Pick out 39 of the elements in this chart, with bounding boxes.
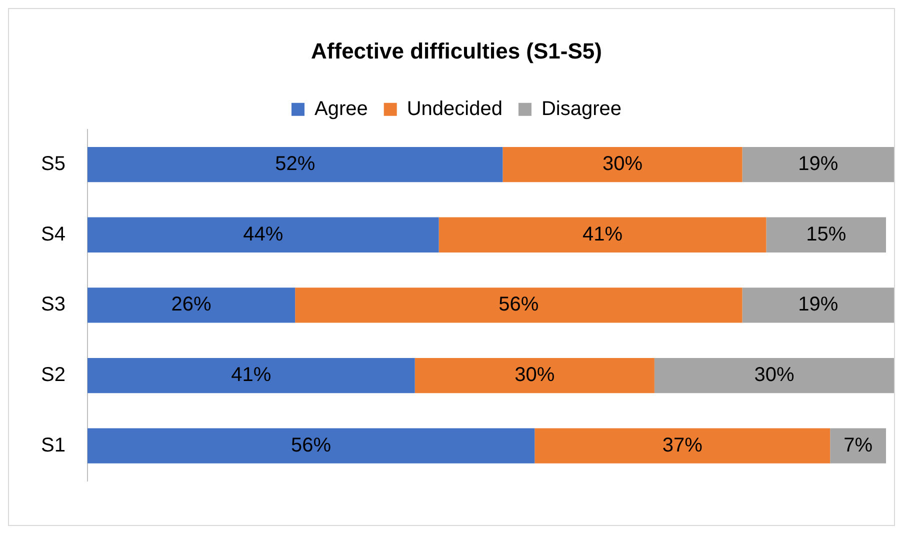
y-tick-label: S2 [40,364,66,386]
y-tick-label: S1 [40,434,66,456]
bar [742,288,894,323]
data-label: 30% [602,153,643,176]
bar [87,288,296,323]
legend-label: Undecided [406,98,502,120]
y-tick-label: S3 [40,294,66,316]
data-label: 30% [514,364,555,386]
data-label: 44% [243,223,284,246]
data-label: 37% [662,434,703,456]
bar [87,146,503,182]
bar [87,428,535,464]
bar [742,146,894,182]
data-label: 19% [798,153,838,176]
data-label: 41% [231,364,272,386]
data-label: 7% [844,434,873,456]
bar [502,146,742,182]
data-label: 19% [798,294,838,316]
bar [830,428,886,464]
data-label: 30% [754,364,794,386]
legend-label: Agree [314,98,368,120]
data-label: 52% [275,153,316,176]
bar [87,358,415,394]
y-tick-label: S4 [40,223,66,246]
data-label: 15% [806,223,846,246]
bar [654,358,894,394]
data-label: 56% [498,294,539,316]
legend-label: Disagree [541,98,622,120]
bar [414,358,654,394]
y-tick-label: S5 [40,153,66,176]
bar [438,217,766,252]
data-label: 26% [171,294,212,316]
bar [295,288,742,323]
data-label: 56% [291,434,332,456]
bar [766,217,886,252]
chart-title: Affective difficulties (S1-S5) [311,38,602,64]
bar [87,217,439,252]
data-label: 41% [582,223,623,246]
bar [534,428,830,464]
